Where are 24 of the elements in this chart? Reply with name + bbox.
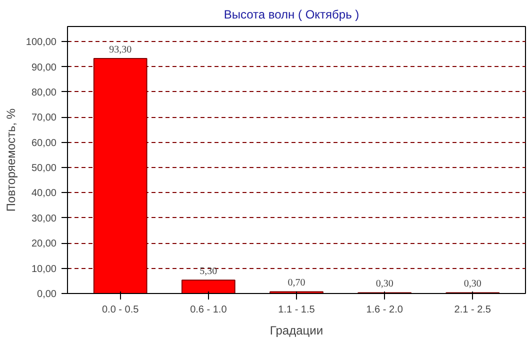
- y-tick-label: 0,00: [37, 289, 57, 300]
- data-label: 0,30: [376, 278, 394, 290]
- data-label: 5,30: [200, 266, 218, 278]
- x-tick-label: 1.6 - 2.0: [366, 304, 404, 316]
- x-tick-label: 0.6 - 1.0: [190, 304, 228, 316]
- y-tick-label: 20,00: [31, 238, 57, 250]
- y-tick-label: 10,00: [31, 264, 57, 275]
- x-tick-label: 0.0 - 0.5: [102, 304, 140, 316]
- y-tick-label: 30,00: [31, 213, 57, 224]
- y-tick-label: 70,00: [31, 112, 57, 124]
- y-axis-title: Повторяемость, %: [4, 108, 18, 212]
- x-tick-label: 1.1 - 1.5: [278, 304, 316, 316]
- y-tick-label: 90,00: [31, 62, 57, 74]
- data-label: 0,70: [288, 278, 306, 289]
- y-tick-label: 50,00: [31, 163, 57, 174]
- data-label: 0,30: [464, 278, 482, 290]
- y-tick-label: 80,00: [31, 87, 57, 98]
- y-tick-label: 60,00: [31, 138, 57, 149]
- data-label: 93,30: [109, 44, 132, 56]
- y-tick-label: 40,00: [31, 188, 57, 200]
- y-tick-label: 100,00: [26, 37, 57, 48]
- chart-title: Высота волн ( Октябрь ): [224, 8, 360, 22]
- x-axis-title: Градации: [270, 324, 324, 338]
- x-tick-label: 2.1 - 2.5: [454, 304, 492, 316]
